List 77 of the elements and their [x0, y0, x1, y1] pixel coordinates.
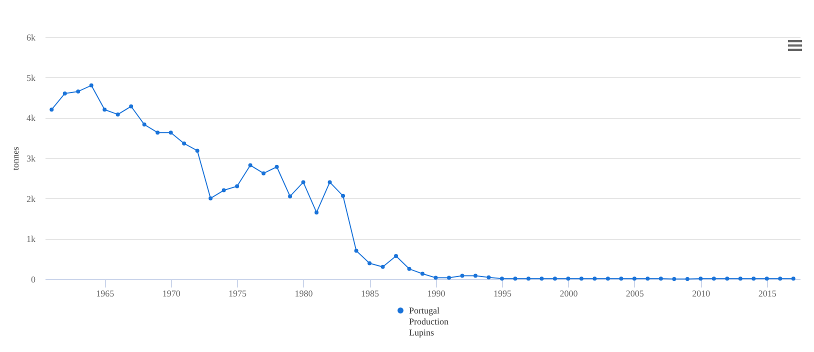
x-tick-label: 2005 — [626, 288, 644, 298]
point — [116, 112, 120, 116]
point — [235, 184, 240, 188]
y-axis-title: tonnes — [10, 146, 20, 170]
point — [540, 276, 544, 281]
x-tick-label: 1965 — [96, 288, 115, 298]
x-tick-label: 1990 — [427, 288, 446, 298]
point — [592, 276, 597, 281]
point — [50, 108, 54, 112]
point — [328, 180, 332, 184]
point — [698, 276, 703, 281]
point — [738, 276, 742, 281]
x-tick-label: 1985 — [361, 288, 380, 298]
x-tick-label: 2010 — [692, 288, 711, 298]
y-tick-label: 4k — [26, 113, 36, 124]
point — [685, 277, 690, 281]
point — [274, 164, 279, 169]
point — [619, 276, 624, 281]
point — [62, 91, 67, 96]
point — [262, 171, 266, 176]
point — [195, 148, 200, 153]
point — [354, 248, 358, 253]
point — [579, 276, 584, 281]
x-tick-label: 2000 — [560, 288, 578, 298]
x-tick-label: 2015 — [758, 288, 777, 298]
y-tick-label: 1k — [26, 234, 36, 244]
point — [486, 275, 491, 280]
point — [394, 254, 398, 258]
point — [420, 272, 424, 276]
point — [460, 274, 464, 278]
y-tick-label: 6k — [26, 32, 36, 42]
legend-label: Portugal Production Lupins — [409, 306, 449, 338]
point — [248, 163, 252, 168]
x-tick-label: 1970 — [162, 288, 181, 298]
x-tick-label: 1975 — [228, 288, 248, 298]
point — [407, 266, 412, 271]
point — [368, 261, 372, 266]
y-tick-label: 5k — [26, 72, 36, 83]
point — [341, 194, 346, 198]
point — [182, 141, 186, 146]
point — [446, 276, 451, 280]
y-tick-label: 3k — [26, 154, 36, 164]
y-tick-label: 2k — [26, 194, 36, 204]
point — [89, 83, 94, 88]
point — [473, 274, 478, 278]
point — [791, 276, 796, 281]
point — [288, 194, 292, 198]
point — [142, 122, 146, 127]
point — [301, 180, 306, 184]
point — [314, 210, 319, 214]
point — [764, 276, 769, 281]
point — [658, 276, 663, 281]
x-tick-label: 1980 — [294, 288, 314, 298]
point — [222, 188, 226, 192]
point — [102, 108, 107, 112]
point — [646, 276, 650, 281]
y-tick-label: 0 — [31, 274, 36, 284]
point — [526, 276, 530, 281]
point — [725, 276, 730, 281]
point — [168, 130, 173, 135]
point — [606, 276, 610, 281]
point — [778, 276, 782, 281]
point — [552, 276, 557, 281]
point — [712, 276, 716, 281]
point — [434, 276, 438, 280]
x-tick-label: 1995 — [493, 288, 512, 298]
point — [752, 276, 756, 281]
point — [76, 89, 80, 94]
point — [208, 196, 213, 200]
point — [129, 104, 134, 108]
point — [566, 276, 570, 281]
point — [672, 277, 676, 281]
point — [156, 130, 160, 135]
point — [513, 276, 518, 281]
point — [500, 276, 504, 281]
point — [380, 264, 385, 269]
point — [632, 276, 636, 281]
